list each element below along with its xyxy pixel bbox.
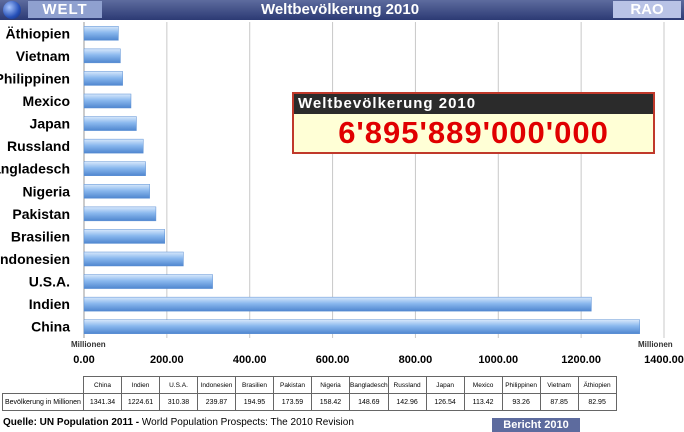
table-header-cell: Indonesien xyxy=(197,376,236,394)
table-header-cell: Mexico xyxy=(463,376,503,394)
bar-china xyxy=(83,319,640,334)
category-label: Indonesien xyxy=(0,251,70,267)
category-label: Brasilien xyxy=(11,228,70,244)
category-label: U.S.A. xyxy=(29,274,70,290)
unit-label-right: Millionen xyxy=(638,340,673,349)
category-label: Vietnam xyxy=(16,48,70,64)
unit-label-left: Millionen xyxy=(71,340,106,349)
table-header-cell: Russland xyxy=(387,376,427,394)
bar-japan xyxy=(83,116,137,131)
table-header-cell: Nigeria xyxy=(311,376,350,394)
world-population-infobox: Weltbevölkerung 2010 6'895'889'000'000 xyxy=(292,92,655,154)
x-tick-label: 200.00 xyxy=(150,354,184,366)
source-note: Quelle: UN Population 2011 - World Popul… xyxy=(3,417,354,428)
table-header-cell: Äthiopien xyxy=(577,376,617,394)
category-label: Japan xyxy=(30,116,70,132)
x-tick-label: 600.00 xyxy=(316,354,350,366)
table-header-cell: Philippinen xyxy=(501,376,541,394)
top-bar: WELT Weltbevölkerung 2010 RAO xyxy=(0,0,684,20)
bar-russland xyxy=(83,138,144,154)
x-tick-label: 1400.00 xyxy=(644,354,684,366)
table-header-cell: Japan xyxy=(425,376,465,394)
x-tick-label: 1200.00 xyxy=(561,354,601,366)
x-tick-label: 400.00 xyxy=(233,354,267,366)
table-header-cell: China xyxy=(83,376,122,394)
category-label: Russland xyxy=(7,138,70,154)
table-value-cell: 239.87 xyxy=(197,393,236,411)
brand-tag-rao: RAO xyxy=(613,1,681,18)
x-tick-label: 1000.00 xyxy=(478,354,518,366)
table-header-cell: Vietnam xyxy=(539,376,579,394)
table-header-cell: Indien xyxy=(121,376,160,394)
table-header-cell: Bangladesch xyxy=(349,376,389,394)
population-data-table: China Indien U.S.A. Indonesien Brasilien… xyxy=(2,376,617,411)
table-corner xyxy=(3,377,84,394)
page-title: Weltbevölkerung 2010 xyxy=(260,1,420,18)
source-bold: Quelle: UN Population 2011 - xyxy=(3,417,140,428)
table-value-cell: 87.85 xyxy=(539,393,579,411)
category-label: Pakistan xyxy=(12,206,70,222)
category-label: Äthiopien xyxy=(5,25,70,41)
bar-brasilien xyxy=(83,229,166,244)
chart-bars xyxy=(83,26,640,334)
table-value-cell: 158.42 xyxy=(311,393,350,411)
category-label: Mexico xyxy=(23,93,70,109)
table-header-cell: Pakistan xyxy=(273,376,312,394)
bar-äthiopien xyxy=(83,26,119,41)
category-label: China xyxy=(31,319,70,335)
table-value-cell: 173.59 xyxy=(273,393,312,411)
population-bar-chart: China Indien U.S.A. Indonesien Brasilien Paki… xyxy=(0,22,684,366)
table-row-label: Bevölkerung in Millionen xyxy=(2,393,84,411)
globe-icon xyxy=(3,1,21,19)
x-tick-label: 0.00 xyxy=(73,354,94,366)
table-header-cell: Brasilien xyxy=(235,376,274,394)
bar-indien xyxy=(83,296,592,312)
category-label: Philippinen xyxy=(0,70,70,86)
table-value-cell: 310.38 xyxy=(159,393,198,411)
category-labels: China Indien U.S.A. Indonesien Brasilien Paki… xyxy=(0,25,70,334)
table-value-cell: 113.42 xyxy=(463,393,503,411)
chart-grid xyxy=(83,22,665,338)
table-header-row: China Indien U.S.A. Indonesien Brasilien… xyxy=(3,376,617,394)
table-value-cell: 1224.61 xyxy=(121,393,160,411)
table-value-cell: 82.95 xyxy=(577,393,617,411)
table-value-cell: 142.96 xyxy=(387,393,427,411)
table-value-cell: 126.54 xyxy=(425,393,465,411)
section-tag-welt: WELT xyxy=(28,1,102,18)
bar-usa xyxy=(83,274,213,289)
category-label: Nigeria xyxy=(23,183,71,199)
table-value-cell: 194.95 xyxy=(235,393,274,411)
category-label: Bangladesch xyxy=(0,161,70,177)
x-tick-labels: 0.00 200.00 400.00 600.00 800.00 1000.00 1200.… xyxy=(73,354,684,366)
table-header-cell: U.S.A. xyxy=(159,376,198,394)
bar-indonesien xyxy=(83,251,184,267)
infobox-value: 6'895'889'000'000 xyxy=(338,115,609,150)
bar-mexico xyxy=(83,93,132,109)
table-value-cell: 93.26 xyxy=(501,393,541,411)
table-value-cell: 1341.34 xyxy=(83,393,122,411)
bar-bangladesch xyxy=(83,161,146,176)
report-badge: Bericht 2010 xyxy=(492,418,580,432)
table-value-cell: 148.69 xyxy=(349,393,389,411)
category-label: Indien xyxy=(29,296,70,312)
table-value-row: Bevölkerung in Millionen 1341.34 1224.61… xyxy=(2,393,617,411)
source-rest: World Population Prospects: The 2010 Rev… xyxy=(139,417,354,428)
bar-philippinen xyxy=(83,71,123,86)
bar-pakistan xyxy=(83,206,157,222)
bar-nigeria xyxy=(83,184,150,199)
x-tick-label: 800.00 xyxy=(399,354,433,366)
infobox-title: Weltbevölkerung 2010 xyxy=(294,94,653,114)
bar-vietnam xyxy=(83,48,121,64)
